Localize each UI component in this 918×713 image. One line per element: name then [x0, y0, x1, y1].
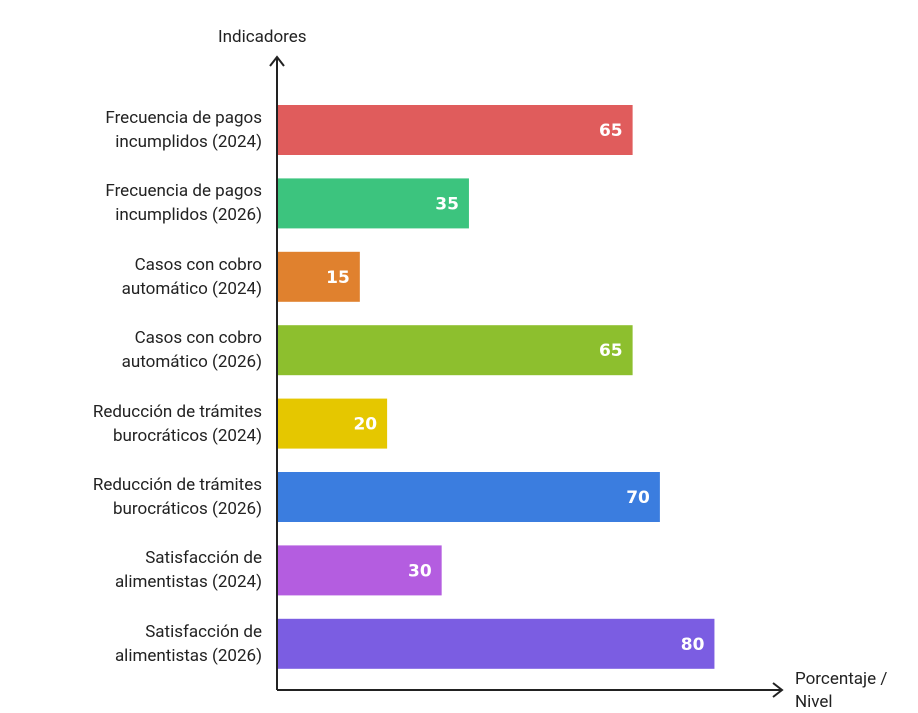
category-label: Reducción de trámites burocráticos (2024…	[92, 401, 262, 446]
bar	[278, 251, 360, 302]
category-label: Reducción de trámites burocráticos (2026…	[92, 475, 262, 519]
bar	[278, 398, 388, 449]
bar	[278, 618, 715, 669]
category-label: Casos con cobro automático (2026)	[121, 328, 262, 373]
value-label: 65	[599, 341, 623, 361]
value-label: 35	[435, 194, 459, 214]
category-label: Casos con cobro automático (2024)	[121, 254, 262, 299]
value-label: 20	[353, 415, 377, 435]
category-label: Satisfacción de alimentistas (2024)	[114, 548, 262, 593]
x-axis-label: Porcentaje / Nivel	[795, 669, 888, 712]
y-axis-label: Indicadores	[218, 27, 307, 47]
bar	[278, 325, 633, 376]
y-axis-arrow	[269, 55, 285, 67]
value-label: 65	[599, 121, 623, 141]
value-label: 70	[626, 488, 650, 508]
category-label: Satisfacción de alimentistas (2026)	[114, 621, 262, 666]
bar	[278, 472, 660, 522]
x-axis-arrow	[772, 682, 784, 698]
bar	[278, 178, 469, 229]
category-label: Frecuencia de pagos incumplidos (2024)	[105, 108, 262, 152]
bar	[278, 105, 633, 155]
value-label: 30	[408, 561, 432, 581]
bar	[278, 545, 442, 596]
value-label: 15	[326, 268, 350, 288]
value-label: 80	[681, 635, 705, 655]
category-label: Frecuencia de pagos incumplidos (2026)	[105, 181, 262, 226]
